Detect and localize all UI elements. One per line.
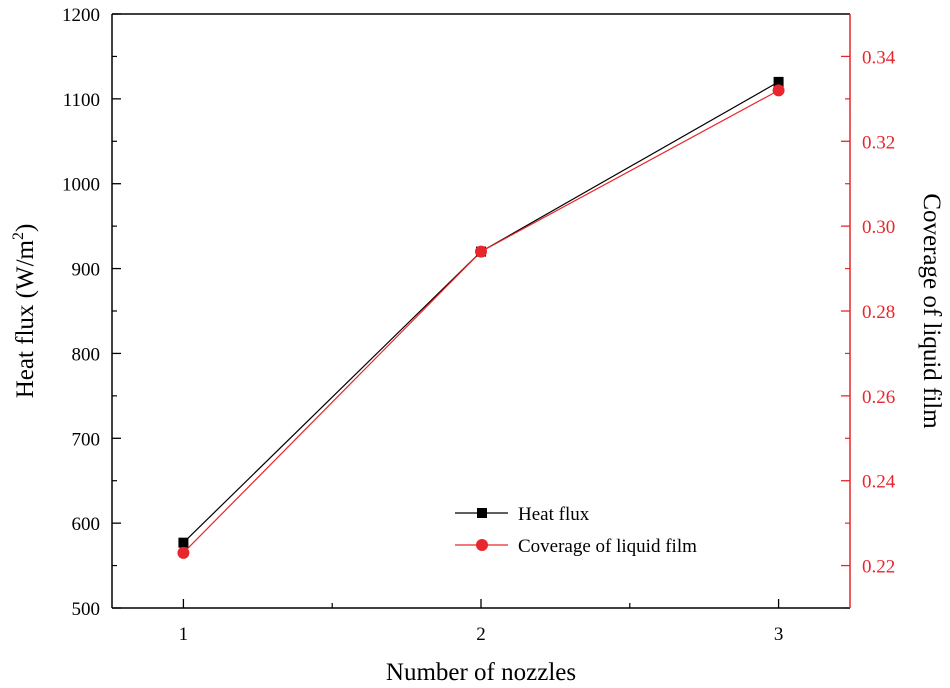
right-tick-label: 0.28 — [862, 302, 895, 323]
legend-marker-heat-flux — [477, 508, 487, 518]
left-axis-title: Heat flux (W/m2) — [10, 224, 39, 399]
right-tick-label: 0.34 — [862, 47, 896, 68]
right-axis-title: Coverage of liquid film — [918, 193, 945, 429]
right-tick-label: 0.32 — [862, 132, 895, 153]
left-tick-label: 1200 — [62, 5, 100, 26]
right-tick-label: 0.24 — [862, 472, 896, 493]
left-axis-title-base: Heat flux (W/m — [12, 239, 39, 398]
right-tick-label: 0.30 — [862, 217, 895, 238]
left-tick-label: 1000 — [62, 175, 100, 196]
heat-flux-point — [178, 537, 189, 548]
right-axis-ticks: 0.22 0.24 0.26 0.28 0.30 0.32 0.34 — [841, 47, 896, 609]
left-tick-label: 700 — [72, 429, 101, 450]
left-axis-ticks: 500 600 700 800 900 1000 1100 1200 — [62, 5, 121, 620]
legend-label-heat-flux: Heat flux — [518, 504, 590, 525]
x-tick-label: 3 — [774, 624, 784, 645]
left-axis-title-close: ) — [12, 224, 39, 232]
right-tick-label: 0.26 — [862, 387, 895, 408]
left-tick-label: 500 — [72, 599, 101, 620]
legend-marker-coverage — [476, 539, 488, 551]
coverage-of-liquid-film-point — [177, 546, 190, 559]
legend-label-coverage: Coverage of liquid film — [518, 536, 697, 557]
x-axis-title: Number of nozzles — [386, 659, 576, 686]
left-axis-title-sup: 2 — [10, 232, 27, 240]
heat-flux-line — [182, 81, 779, 544]
x-tick-label: 1 — [179, 624, 189, 645]
heat-flux-point — [773, 76, 784, 87]
coverage-of-liquid-film-point — [772, 84, 785, 97]
coverage-of-liquid-film-point — [475, 245, 487, 258]
x-axis-ticks: 1 2 3 — [179, 599, 784, 645]
right-tick-label: 0.22 — [862, 557, 895, 578]
left-tick-label: 600 — [72, 514, 101, 535]
x-tick-label: 2 — [476, 624, 486, 645]
left-tick-label: 800 — [72, 344, 101, 365]
coverage-of-liquid-film-line — [182, 89, 779, 554]
left-tick-label: 1100 — [63, 90, 100, 111]
series-layer — [177, 76, 785, 559]
legend: Heat flux Coverage of liquid film — [455, 504, 697, 557]
left-tick-label: 900 — [72, 260, 101, 281]
